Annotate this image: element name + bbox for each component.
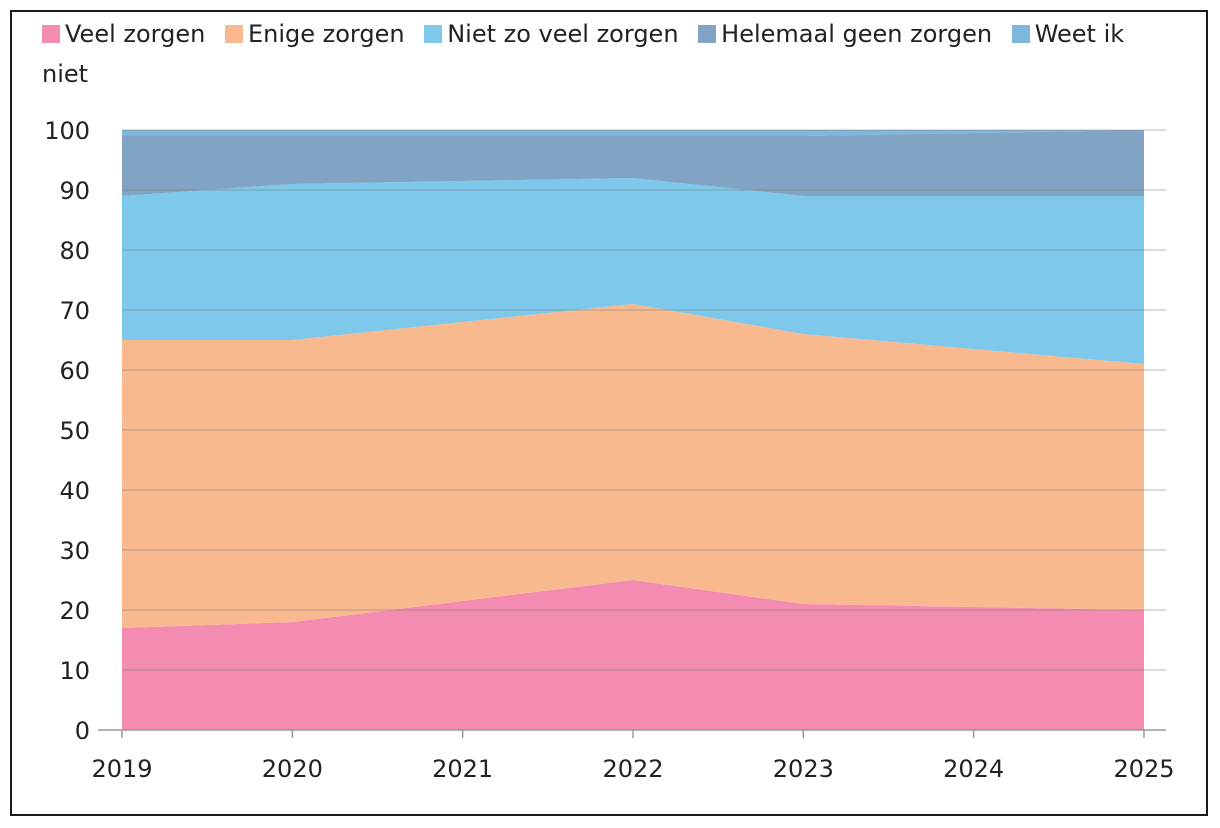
legend-item-helemaal-geen-zorgen: Helemaal geen zorgen [698,20,992,48]
area-helemaal-geen-zorgen [122,130,1144,196]
chart-legend: Veel zorgen Enige zorgen Niet zo veel zo… [42,14,1182,94]
area-weet-ik-niet [122,130,1144,136]
y-tick-label: 20 [59,597,90,625]
x-tick-label: 2024 [943,755,1004,783]
y-tick-label: 60 [59,357,90,385]
legend-item-veel-zorgen: Veel zorgen [42,20,205,48]
y-tick-label: 50 [59,417,90,445]
y-tick-label: 90 [59,177,90,205]
legend-label: Weet ik niet [42,20,1125,88]
legend-swatch [1011,25,1030,43]
x-tick-label: 2021 [432,755,493,783]
legend-swatch [424,25,443,43]
x-tick-label: 2022 [602,755,663,783]
legend-swatch [698,25,717,43]
area-enige-zorgen [122,304,1144,628]
legend-label: Enige zorgen [247,20,405,48]
y-tick-label: 30 [59,537,90,565]
area-niet-zo-veel-zorgen [122,178,1144,364]
x-tick-label: 2023 [773,755,834,783]
legend-item-enige-zorgen: Enige zorgen [224,20,405,48]
legend-swatch [224,25,243,43]
legend-swatch [42,25,60,43]
y-tick-label: 0 [75,717,90,745]
y-tick-label: 10 [59,657,90,685]
x-tick-label: 2020 [262,755,323,783]
y-tick-label: 70 [59,297,90,325]
y-tick-label: 40 [59,477,90,505]
legend-label: Niet zo veel zorgen [447,20,679,48]
x-tick-label: 2019 [91,755,152,783]
x-tick-label: 2025 [1113,755,1174,783]
area-veel-zorgen [122,580,1144,730]
legend-label: Veel zorgen [65,20,206,48]
legend-item-weet-ik-niet: Weet ik niet [42,20,1124,88]
y-tick-label: 80 [59,237,90,265]
legend-label: Helemaal geen zorgen [721,20,993,48]
legend-item-niet-zo-veel-zorgen: Niet zo veel zorgen [424,20,679,48]
y-tick-label: 100 [44,117,90,145]
